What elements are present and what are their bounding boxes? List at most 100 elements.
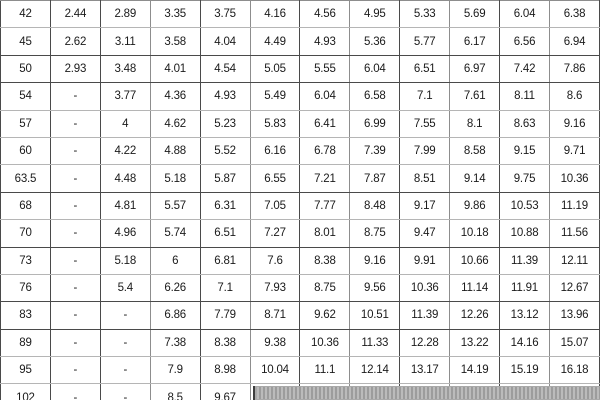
table-cell[interactable]: 7.6 bbox=[250, 247, 301, 275]
table-cell[interactable]: 11.1 bbox=[299, 356, 351, 385]
table-cell[interactable]: 10.51 bbox=[349, 301, 401, 330]
table-cell[interactable]: 6.81 bbox=[200, 247, 251, 275]
table-cell[interactable]: 7.9 bbox=[150, 356, 201, 385]
table-cell[interactable]: 2.93 bbox=[50, 55, 101, 84]
row-label-cell[interactable]: 60 bbox=[0, 137, 51, 166]
table-cell[interactable]: 13.17 bbox=[399, 356, 451, 385]
table-cell[interactable]: 6.16 bbox=[250, 137, 301, 166]
row-label-cell[interactable]: 83 bbox=[0, 301, 51, 330]
table-cell[interactable]: 2.89 bbox=[100, 0, 151, 29]
table-cell[interactable]: 6.04 bbox=[299, 82, 351, 111]
table-cell[interactable]: 8.75 bbox=[349, 219, 401, 248]
table-cell[interactable]: 9.91 bbox=[399, 247, 451, 275]
row-label-cell[interactable]: 73 bbox=[0, 247, 51, 275]
table-cell[interactable]: 4.93 bbox=[299, 27, 351, 56]
table-cell[interactable]: 7.93 bbox=[250, 274, 301, 303]
scrollbar-thumb[interactable] bbox=[257, 387, 600, 399]
table-cell[interactable]: 4.48 bbox=[100, 164, 151, 193]
horizontal-scrollbar[interactable] bbox=[253, 386, 600, 400]
row-label-cell[interactable]: 45 bbox=[0, 27, 51, 56]
table-cell[interactable]: 6.94 bbox=[549, 27, 600, 56]
table-cell[interactable]: 5.74 bbox=[150, 219, 201, 248]
table-cell[interactable]: - bbox=[50, 192, 101, 221]
table-cell[interactable]: 9.56 bbox=[349, 274, 401, 303]
table-cell[interactable]: 6.04 bbox=[349, 55, 401, 84]
table-cell[interactable]: 6.58 bbox=[349, 82, 401, 111]
table-cell[interactable]: 6.99 bbox=[349, 110, 401, 138]
table-cell[interactable]: 4.49 bbox=[250, 27, 301, 56]
table-cell[interactable]: 5.83 bbox=[250, 110, 301, 138]
table-cell[interactable]: 2.44 bbox=[50, 0, 101, 29]
table-cell[interactable]: 7.42 bbox=[499, 55, 550, 84]
table-cell[interactable]: 9.62 bbox=[299, 301, 351, 330]
table-cell[interactable]: 11.56 bbox=[549, 219, 600, 248]
table-cell[interactable]: 4.04 bbox=[200, 27, 251, 56]
table-cell[interactable]: 5.87 bbox=[200, 164, 251, 193]
table-cell[interactable]: 11.19 bbox=[549, 192, 600, 221]
table-cell[interactable]: 4.01 bbox=[150, 55, 201, 84]
row-label-cell[interactable]: 63.5 bbox=[0, 164, 51, 193]
table-cell[interactable]: 10.53 bbox=[499, 192, 550, 221]
table-cell[interactable]: 14.19 bbox=[449, 356, 501, 385]
table-cell[interactable]: 11.39 bbox=[399, 301, 451, 330]
table-cell[interactable]: - bbox=[50, 383, 101, 400]
table-cell[interactable]: 5.18 bbox=[100, 247, 151, 275]
table-cell[interactable]: 9.17 bbox=[399, 192, 451, 221]
table-cell[interactable]: - bbox=[100, 301, 151, 330]
table-cell[interactable]: 4.93 bbox=[200, 82, 251, 111]
table-cell[interactable]: 9.16 bbox=[349, 247, 401, 275]
table-cell[interactable]: 13.22 bbox=[449, 329, 501, 358]
table-cell[interactable]: 6.56 bbox=[499, 27, 550, 56]
table-cell[interactable]: 12.11 bbox=[549, 247, 600, 275]
row-label-cell[interactable]: 42 bbox=[0, 0, 51, 29]
table-cell[interactable]: 4.81 bbox=[100, 192, 151, 221]
table-cell[interactable]: 5.49 bbox=[250, 82, 301, 111]
table-cell[interactable]: 9.75 bbox=[499, 164, 550, 193]
table-cell[interactable]: - bbox=[50, 274, 101, 303]
table-cell[interactable]: 15.19 bbox=[499, 356, 550, 385]
table-cell[interactable]: 10.18 bbox=[449, 219, 501, 248]
table-cell[interactable]: 4.16 bbox=[250, 0, 301, 29]
table-cell[interactable]: 11.33 bbox=[349, 329, 401, 358]
table-cell[interactable]: 8.51 bbox=[399, 164, 451, 193]
table-cell[interactable]: - bbox=[100, 383, 151, 400]
table-cell[interactable]: 6.41 bbox=[299, 110, 351, 138]
table-cell[interactable]: 11.14 bbox=[449, 274, 501, 303]
row-label-cell[interactable]: 76 bbox=[0, 274, 51, 303]
table-cell[interactable]: 4.95 bbox=[349, 0, 401, 29]
table-cell[interactable]: 7.27 bbox=[250, 219, 301, 248]
table-cell[interactable]: 3.58 bbox=[150, 27, 201, 56]
table-cell[interactable]: 9.14 bbox=[449, 164, 501, 193]
table-cell[interactable]: 9.38 bbox=[250, 329, 301, 358]
table-cell[interactable]: 10.04 bbox=[250, 356, 301, 385]
table-cell[interactable]: 6.51 bbox=[399, 55, 451, 84]
table-cell[interactable]: 7.39 bbox=[349, 137, 401, 166]
table-cell[interactable]: - bbox=[50, 82, 101, 111]
table-cell[interactable]: 8.1 bbox=[449, 110, 501, 138]
table-cell[interactable]: 6.51 bbox=[200, 219, 251, 248]
table-cell[interactable]: - bbox=[50, 356, 101, 385]
table-cell[interactable]: 6 bbox=[150, 247, 201, 275]
table-cell[interactable]: 7.1 bbox=[399, 82, 451, 111]
table-cell[interactable]: 9.67 bbox=[200, 383, 251, 400]
table-cell[interactable]: 5.18 bbox=[150, 164, 201, 193]
table-cell[interactable]: 10.66 bbox=[449, 247, 501, 275]
table-cell[interactable]: 7.87 bbox=[349, 164, 401, 193]
table-cell[interactable]: 9.71 bbox=[549, 137, 600, 166]
table-cell[interactable]: 9.15 bbox=[499, 137, 550, 166]
table-cell[interactable]: - bbox=[50, 247, 101, 275]
table-cell[interactable]: 5.77 bbox=[399, 27, 451, 56]
table-cell[interactable]: 6.97 bbox=[449, 55, 501, 84]
table-cell[interactable]: - bbox=[50, 301, 101, 330]
table-cell[interactable]: - bbox=[100, 329, 151, 358]
row-label-cell[interactable]: 50 bbox=[0, 55, 51, 84]
table-cell[interactable]: 4 bbox=[100, 110, 151, 138]
table-cell[interactable]: 13.12 bbox=[499, 301, 550, 330]
row-label-cell[interactable]: 70 bbox=[0, 219, 51, 248]
table-cell[interactable]: - bbox=[50, 137, 101, 166]
table-cell[interactable]: 10.36 bbox=[549, 164, 600, 193]
table-cell[interactable]: 8.63 bbox=[499, 110, 550, 138]
table-cell[interactable]: 7.61 bbox=[449, 82, 501, 111]
table-cell[interactable]: 12.14 bbox=[349, 356, 401, 385]
table-cell[interactable]: 8.38 bbox=[200, 329, 251, 358]
